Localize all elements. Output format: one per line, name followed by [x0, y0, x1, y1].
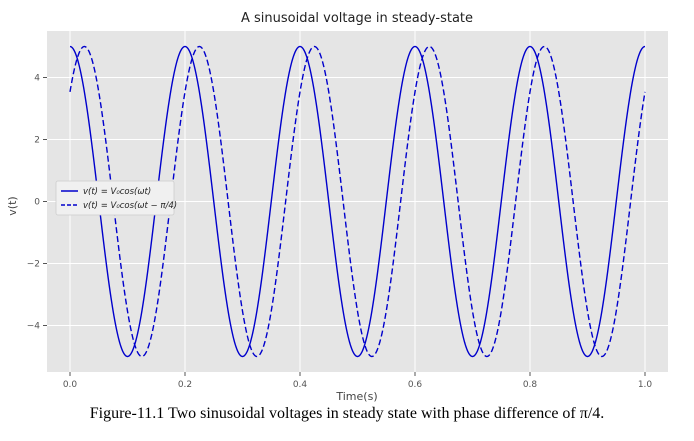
x-tick-label: 0.2 [178, 380, 192, 390]
x-axis-label: Time(s) [335, 390, 377, 403]
figure-caption: Figure-11.1 Two sinusoidal voltages in s… [89, 405, 605, 422]
x-tick-label: 0.0 [63, 380, 78, 390]
y-tick-label: −4 [27, 322, 41, 332]
y-axis-label: v(t) [6, 196, 19, 215]
axis-ticks: 0.0 0.2 0.4 0.6 0.8 1.0 −4 −2 0 2 4 [27, 74, 653, 391]
series-line-shifted [69, 45, 646, 358]
x-tick-label: 0.4 [293, 380, 308, 390]
legend: v(t) = V₀cos(ωt) v(t) = V₀cos(ωt − π/4) [55, 180, 177, 216]
series-layer [69, 45, 646, 358]
legend-label: v(t) = V₀cos(ωt − π/4) [83, 201, 177, 211]
x-tick-label: 0.6 [408, 380, 423, 390]
chart-title: A sinusoidal voltage in steady-state [241, 11, 473, 26]
x-tick-label: 0.8 [523, 380, 538, 390]
x-tick-label: 1.0 [638, 380, 653, 390]
legend-box [55, 180, 175, 216]
series-line-reference [69, 45, 646, 358]
y-tick-label: 0 [34, 198, 40, 208]
y-tick-label: −2 [27, 260, 40, 270]
y-tick-label: 2 [34, 136, 40, 146]
legend-label: v(t) = V₀cos(ωt) [83, 187, 151, 197]
y-tick-label: 4 [34, 74, 40, 84]
